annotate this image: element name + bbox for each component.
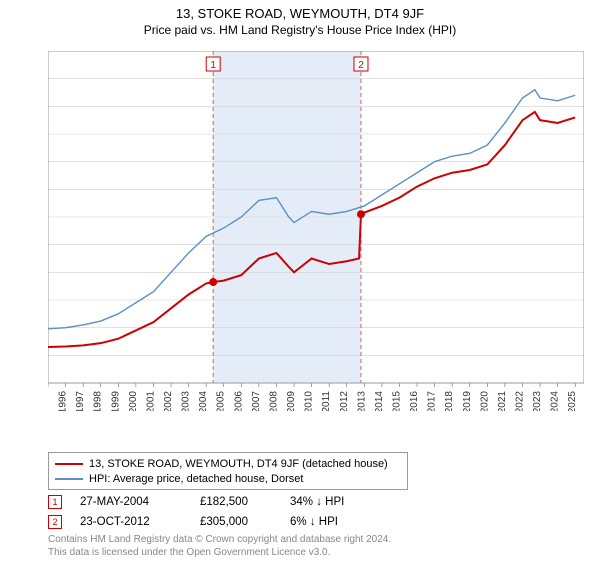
footer-line: Contains HM Land Registry data © Crown c… xyxy=(48,534,391,547)
svg-text:2006: 2006 xyxy=(233,391,244,411)
svg-text:1999: 1999 xyxy=(110,391,121,411)
svg-text:2023: 2023 xyxy=(532,391,543,411)
svg-text:2001: 2001 xyxy=(145,391,156,411)
svg-text:2018: 2018 xyxy=(444,391,455,411)
footer-line: This data is licensed under the Open Gov… xyxy=(48,547,391,560)
legend-swatch xyxy=(55,478,83,480)
legend-item: 13, STOKE ROAD, WEYMOUTH, DT4 9JF (detac… xyxy=(55,456,401,471)
svg-text:2017: 2017 xyxy=(427,391,438,411)
page-subtitle: Price paid vs. HM Land Registry's House … xyxy=(0,23,600,37)
svg-text:2005: 2005 xyxy=(216,391,227,411)
chart-container: 13, STOKE ROAD, WEYMOUTH, DT4 9JF Price … xyxy=(0,6,600,566)
svg-text:2004: 2004 xyxy=(198,391,209,411)
page-title: 13, STOKE ROAD, WEYMOUTH, DT4 9JF xyxy=(0,6,600,21)
svg-text:2007: 2007 xyxy=(251,391,262,411)
legend-item: HPI: Average price, detached house, Dors… xyxy=(55,471,401,486)
line-chart: £0£50K£100K£150K£200K£250K£300K£350K£400… xyxy=(48,51,584,411)
legend-label: 13, STOKE ROAD, WEYMOUTH, DT4 9JF (detac… xyxy=(89,458,388,470)
sale-hpi-diff: 34% ↓ HPI xyxy=(290,496,390,508)
sale-hpi-diff: 6% ↓ HPI xyxy=(290,516,390,528)
svg-text:1997: 1997 xyxy=(75,391,86,411)
svg-text:1998: 1998 xyxy=(93,391,104,411)
sale-date: 23-OCT-2012 xyxy=(80,516,200,528)
svg-text:2016: 2016 xyxy=(409,391,420,411)
svg-text:2014: 2014 xyxy=(374,391,385,411)
legend-swatch xyxy=(55,463,83,465)
svg-text:2000: 2000 xyxy=(128,391,139,411)
svg-text:2009: 2009 xyxy=(286,391,297,411)
svg-text:2025: 2025 xyxy=(567,391,578,411)
svg-text:2011: 2011 xyxy=(321,391,332,411)
sales-table: 1 27-MAY-2004£182,50034% ↓ HPI 2 23-OCT-201… xyxy=(48,492,390,532)
svg-text:1995: 1995 xyxy=(48,391,51,411)
sale-price: £182,500 xyxy=(200,496,290,508)
svg-text:1996: 1996 xyxy=(58,391,69,411)
chart-area: £0£50K£100K£150K£200K£250K£300K£350K£400… xyxy=(48,51,584,411)
svg-text:2015: 2015 xyxy=(391,391,402,411)
sale-price: £305,000 xyxy=(200,516,290,528)
svg-text:2010: 2010 xyxy=(304,391,315,411)
svg-text:2024: 2024 xyxy=(550,391,561,411)
legend: 13, STOKE ROAD, WEYMOUTH, DT4 9JF (detac… xyxy=(48,452,408,490)
svg-text:2022: 2022 xyxy=(514,391,525,411)
sale-row: 2 23-OCT-2012£305,0006% ↓ HPI xyxy=(48,512,390,532)
sale-date: 27-MAY-2004 xyxy=(80,496,200,508)
svg-text:2: 2 xyxy=(358,60,364,71)
footer-attribution: Contains HM Land Registry data © Crown c… xyxy=(48,534,391,559)
sale-row: 1 27-MAY-2004£182,50034% ↓ HPI xyxy=(48,492,390,512)
svg-text:2020: 2020 xyxy=(479,391,490,411)
legend-label: HPI: Average price, detached house, Dors… xyxy=(89,473,303,485)
svg-text:2008: 2008 xyxy=(268,391,279,411)
svg-text:2013: 2013 xyxy=(356,391,367,411)
svg-text:2019: 2019 xyxy=(462,391,473,411)
svg-text:2012: 2012 xyxy=(339,391,350,411)
sale-marker-icon: 2 xyxy=(48,515,62,529)
svg-text:1: 1 xyxy=(210,60,216,71)
sale-marker-icon: 1 xyxy=(48,495,62,509)
svg-text:2021: 2021 xyxy=(497,391,508,411)
svg-text:2002: 2002 xyxy=(163,391,174,411)
svg-text:2003: 2003 xyxy=(181,391,192,411)
